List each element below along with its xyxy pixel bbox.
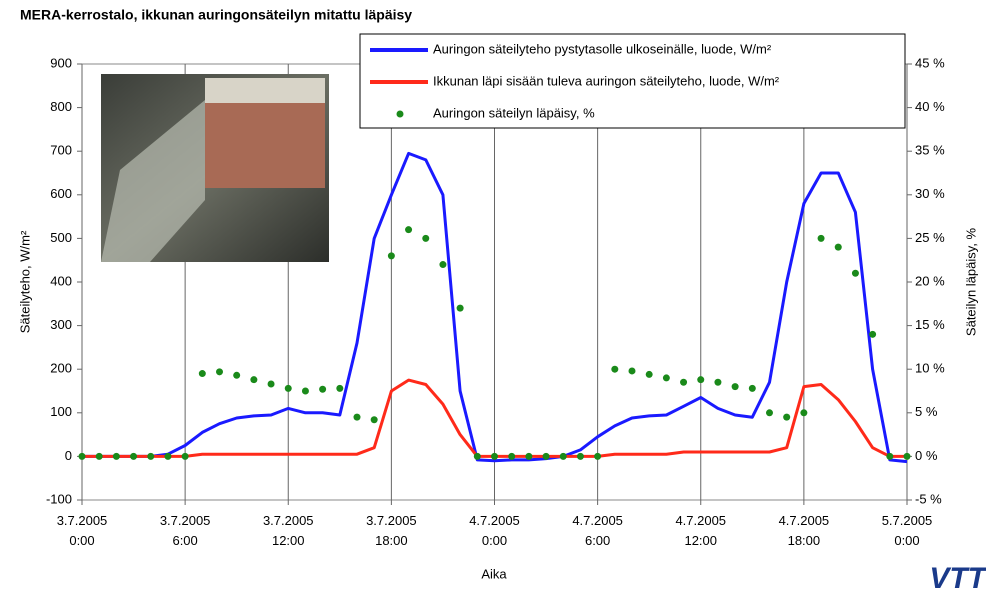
data-point [611,365,619,373]
data-point [130,452,138,460]
data-point [267,380,275,388]
x-tick-label: 3.7.2005 0:00 [57,513,108,548]
legend-label: Auringon säteilyn läpäisy, % [433,105,595,120]
y2-axis-label: Säteilyn läpäisy, % [963,227,978,336]
y2-tick-label: 10 % [915,361,945,376]
data-point [387,252,395,260]
data-point [834,243,842,251]
data-point [851,269,859,277]
y2-tick-label: 45 % [915,55,945,70]
data-point [680,378,688,386]
data-point [216,368,223,376]
y2-tick-label: 40 % [915,99,945,114]
data-point [508,452,516,460]
data-point [164,452,172,460]
x-tick-label: 4.7.2005 6:00 [572,513,623,548]
x-tick-label: 3.7.2005 12:00 [263,513,314,548]
y-axis-label: Säteilyteho, W/m² [17,230,32,333]
y-tick-label: 100 [50,404,72,419]
data-point [112,452,120,460]
data-point [370,416,378,424]
data-point [491,452,498,460]
y2-tick-label: 35 % [915,143,945,158]
data-point [473,452,481,460]
data-point [250,376,258,384]
data-point [336,384,344,392]
y2-tick-label: 5 % [915,404,938,419]
chart-title: MERA-kerrostalo, ikkunan auringonsäteily… [20,7,412,23]
y-tick-label: 400 [50,273,72,288]
data-point [783,413,791,421]
x-tick-label: 3.7.2005 6:00 [160,513,211,548]
data-point [78,452,86,460]
x-tick-label: 5.7.2005 0:00 [882,513,933,548]
legend-label: Ikkunan läpi sisään tuleva auringon säte… [433,73,780,88]
x-tick-label: 3.7.2005 18:00 [366,513,417,548]
data-point [731,383,739,391]
data-point [353,413,361,421]
y-tick-label: 300 [50,317,72,332]
data-point [559,452,567,460]
y-tick-label: 800 [50,99,72,114]
data-point [903,452,911,460]
data-point [525,452,533,460]
y2-tick-label: 25 % [915,230,945,245]
logo: VTT [929,562,986,595]
data-point [233,371,241,379]
data-point [697,376,705,384]
data-point [542,452,550,460]
y-tick-label: 600 [50,186,72,201]
data-point [869,330,877,338]
data-point [405,226,413,234]
x-tick-label: 4.7.2005 18:00 [779,513,830,548]
data-point [301,387,309,395]
y2-tick-label: -5 % [915,491,942,506]
data-point [576,452,584,460]
x-tick-label: 4.7.2005 0:00 [469,513,520,548]
data-point [456,304,464,312]
data-point [748,384,756,392]
data-point [319,385,327,393]
data-point [198,370,206,378]
y-tick-label: 700 [50,143,72,158]
data-point [766,409,773,417]
data-point [817,234,825,242]
data-point [645,370,653,378]
x-axis-label: Aika [481,566,507,581]
data-point [181,452,189,460]
data-point [628,367,636,375]
y-tick-label: 0 [65,448,72,463]
data-point [422,234,430,242]
data-point [886,452,894,460]
x-tick-label: 4.7.2005 12:00 [675,513,726,548]
legend-label: Auringon säteilyteho pystytasolle ulkose… [433,41,772,56]
data-point [662,374,670,382]
y-tick-label: -100 [46,491,72,506]
photo [101,74,329,262]
y-tick-label: 200 [50,361,72,376]
data-point [800,409,808,417]
data-point [594,452,602,460]
data-point [284,384,292,392]
data-point [439,261,447,269]
data-point [147,452,155,460]
legend-frame [359,33,906,129]
data-point [95,452,103,460]
y2-tick-label: 0 % [915,448,938,463]
y-tick-label: 900 [50,55,72,70]
y2-tick-label: 15 % [915,317,945,332]
y2-tick-label: 30 % [915,186,945,201]
legend-marker [396,110,404,118]
series-line [82,151,908,464]
y2-tick-label: 20 % [915,273,945,288]
data-point [714,378,722,386]
y-tick-label: 500 [50,230,72,245]
